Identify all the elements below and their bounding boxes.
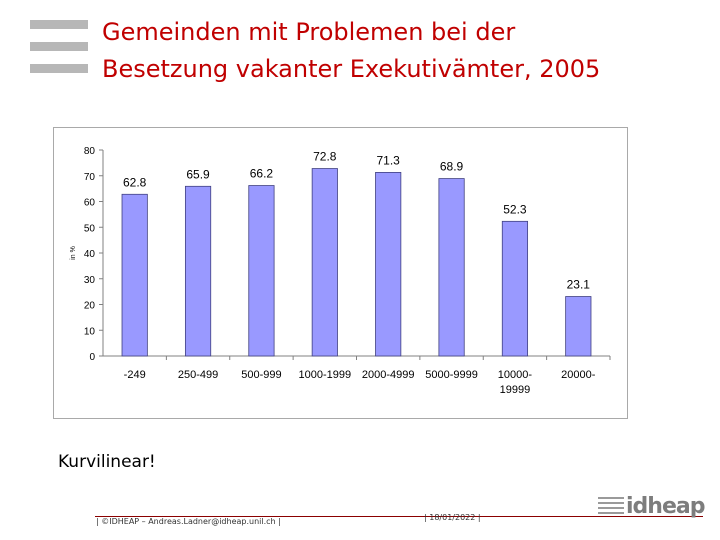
slide-note: Kurvilinear! <box>58 452 156 472</box>
footer-credit: | ©IDHEAP – Andreas.Ladner@idheap.unil.c… <box>96 517 281 526</box>
y-tick-label: 10 <box>84 326 96 337</box>
chart-frame: 0 10 20 30 40 50 60 70 80 in % 62.8 -249 65.9 250-499… <box>53 127 628 419</box>
x-tick-label: 20000- <box>561 369 596 381</box>
y-axis-title: in % <box>70 246 77 260</box>
bar-value-label: 71.3 <box>377 153 401 167</box>
x-tick-label: 250-499 <box>178 369 218 381</box>
slide-title: Gemeinden mit Problemen bei der Besetzun… <box>102 14 712 88</box>
bar-value-label: 72.8 <box>313 150 337 164</box>
bar-value-label: 66.2 <box>250 167 274 181</box>
brand-lines-icon <box>598 496 624 517</box>
bar-value-label: 68.9 <box>440 160 464 174</box>
bar <box>311 168 338 357</box>
x-tick-label: 500-999 <box>241 369 281 381</box>
bar <box>121 193 148 357</box>
bar <box>375 172 402 357</box>
slide-logo-bars <box>30 20 88 86</box>
y-tick-label: 70 <box>84 172 96 183</box>
y-tick-label: 50 <box>84 223 96 234</box>
y-tick-label: 60 <box>84 198 96 209</box>
bar-value-label: 52.3 <box>503 202 527 216</box>
logo-bar <box>30 42 88 51</box>
x-tick-label: 10000- <box>498 369 533 381</box>
footer-divider <box>95 516 703 517</box>
y-tick-label: 80 <box>84 146 96 157</box>
bar <box>184 185 212 357</box>
x-tick-label: 19999 <box>500 384 531 396</box>
y-tick-label: 20 <box>84 301 96 312</box>
bar-value-label: 65.9 <box>186 167 210 181</box>
logo-bar <box>30 64 88 73</box>
brand-text: idheap <box>626 494 705 519</box>
x-tick-label: 2000-4999 <box>362 369 415 381</box>
y-tick-label: 30 <box>84 275 96 286</box>
bar <box>565 296 592 357</box>
bar <box>501 220 529 357</box>
y-tick-label: 0 <box>89 352 95 363</box>
slide-title-line2: Besetzung vakanter Exekutivämter, 2005 <box>102 55 601 83</box>
footer-date: | 18/01/2022 | <box>424 513 481 522</box>
logo-bar <box>30 20 88 29</box>
bar <box>248 185 275 357</box>
bar-chart: 0 10 20 30 40 50 60 70 80 in % 62.8 -249 65.9 250-499… <box>70 146 611 396</box>
slide-title-line1: Gemeinden mit Problemen bei der <box>102 18 516 46</box>
x-tick-label: -249 <box>124 369 146 381</box>
y-tick-label: 40 <box>84 249 96 260</box>
x-tick-label: 5000-9999 <box>425 369 478 381</box>
bar <box>438 178 465 357</box>
bar-value-label: 62.8 <box>123 175 147 189</box>
bar-value-label: 23.1 <box>567 278 591 292</box>
x-tick-label: 1000-1999 <box>299 369 352 381</box>
idheap-logo: idheap <box>598 494 705 519</box>
